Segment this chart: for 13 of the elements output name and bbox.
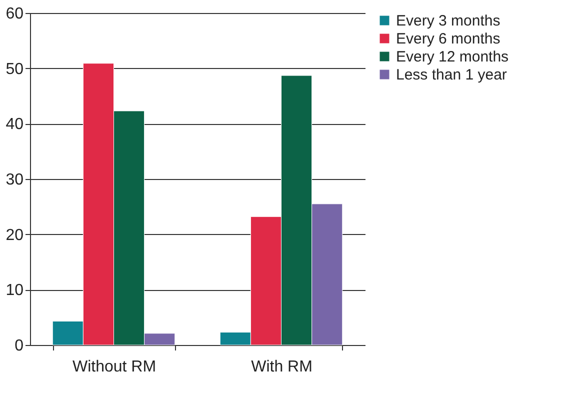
y-tick-label: 40 — [6, 116, 24, 134]
legend-label: Less than 1 year — [396, 66, 507, 84]
legend-label: Every 6 months — [396, 30, 500, 48]
x-tick-label: With RM — [251, 358, 312, 376]
y-tick-label: 0 — [14, 338, 24, 354]
y-tick-label: 50 — [6, 60, 24, 78]
y-tick-label: 20 — [6, 226, 24, 244]
y-tick-label: 10 — [6, 282, 24, 300]
y-tick-label: 30 — [6, 172, 24, 188]
y-tick-label: 60 — [6, 6, 24, 22]
legend-label: Every 12 months — [396, 48, 509, 66]
legend-label: Every 3 months — [396, 12, 500, 30]
x-tick-label: Without RM — [72, 358, 156, 376]
